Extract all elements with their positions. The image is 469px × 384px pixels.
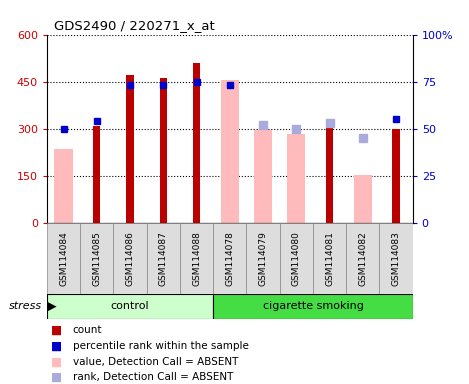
Bar — [213, 294, 413, 319]
Text: cigarette smoking: cigarette smoking — [263, 301, 363, 311]
Bar — [159, 78, 167, 223]
Bar — [280, 223, 313, 294]
Bar — [393, 129, 400, 223]
Text: GSM114088: GSM114088 — [192, 231, 201, 286]
Bar — [147, 223, 180, 294]
Bar — [220, 80, 239, 223]
Text: GSM114085: GSM114085 — [92, 231, 101, 286]
Text: GSM114082: GSM114082 — [358, 231, 367, 286]
Text: GSM114079: GSM114079 — [258, 231, 268, 286]
Bar — [193, 63, 200, 223]
Bar — [313, 223, 346, 294]
Bar — [326, 127, 333, 223]
Text: ■: ■ — [51, 355, 62, 368]
Bar — [126, 75, 134, 223]
Text: GSM114083: GSM114083 — [392, 231, 401, 286]
Text: stress: stress — [9, 301, 42, 311]
Bar — [80, 223, 113, 294]
Bar — [113, 223, 147, 294]
Text: count: count — [73, 326, 102, 336]
Bar — [246, 223, 280, 294]
Text: GSM114086: GSM114086 — [126, 231, 135, 286]
Text: GDS2490 / 220271_x_at: GDS2490 / 220271_x_at — [54, 19, 215, 32]
Bar — [287, 134, 305, 223]
Text: GSM114087: GSM114087 — [159, 231, 168, 286]
Bar — [180, 223, 213, 294]
Text: GSM114081: GSM114081 — [325, 231, 334, 286]
Bar — [47, 294, 213, 319]
Text: ■: ■ — [51, 371, 62, 384]
Text: GSM114084: GSM114084 — [59, 231, 68, 286]
Bar — [346, 223, 379, 294]
Text: percentile rank within the sample: percentile rank within the sample — [73, 341, 249, 351]
Text: control: control — [111, 301, 149, 311]
Bar — [213, 223, 246, 294]
Bar — [354, 175, 372, 223]
Text: GSM114078: GSM114078 — [225, 231, 234, 286]
Text: value, Detection Call = ABSENT: value, Detection Call = ABSENT — [73, 357, 238, 367]
Bar — [47, 223, 80, 294]
Text: GSM114080: GSM114080 — [292, 231, 301, 286]
Bar — [379, 223, 413, 294]
Text: rank, Detection Call = ABSENT: rank, Detection Call = ABSENT — [73, 372, 233, 382]
Bar — [54, 149, 73, 223]
Text: ▶: ▶ — [47, 300, 57, 313]
Bar — [93, 126, 100, 223]
Text: ■: ■ — [51, 339, 62, 353]
Text: ■: ■ — [51, 324, 62, 337]
Bar — [254, 129, 272, 223]
